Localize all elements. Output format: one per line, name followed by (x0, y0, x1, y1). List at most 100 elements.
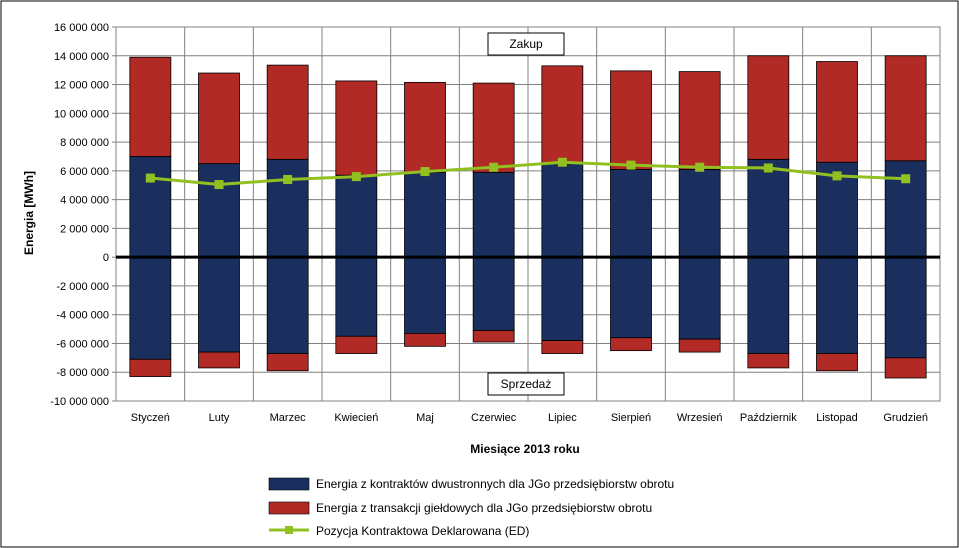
x-tick-label: Luty (209, 412, 230, 424)
legend-swatch-dwustronne (268, 477, 310, 491)
y-tick-label: -2 000 000 (56, 281, 109, 293)
x-tick-label: Marzec (270, 412, 307, 424)
x-tick-label: Czerwiec (471, 412, 517, 424)
bar-gieldowe-sprzedaz (335, 335, 378, 354)
bar-gieldowe-zakup (541, 65, 584, 165)
x-axis-title: Miesiące 2013 roku (470, 442, 579, 456)
bar-dwustronne-zakup (610, 169, 652, 258)
bar-gieldowe-zakup (129, 56, 172, 157)
legend-label-dwustronne: Energia z kontraktów dwustronnych dla JG… (316, 477, 674, 491)
bar-gieldowe-zakup (610, 70, 652, 170)
bar-dwustronne-zakup (678, 169, 721, 258)
ed-line-point (901, 174, 911, 184)
bar-dwustronne-zakup (266, 158, 309, 258)
y-tick-label: 14 000 000 (54, 51, 109, 63)
bar-gieldowe-sprzedaz (198, 351, 240, 369)
bar-gieldowe-sprzedaz (816, 353, 858, 372)
bar-dwustronne-sprzedaz (129, 256, 172, 360)
legend-marker-ed (285, 526, 293, 534)
ed-line-point (145, 173, 155, 183)
bar-dwustronne-sprzedaz (266, 256, 309, 354)
y-tick-label: -6 000 000 (56, 338, 109, 350)
bar-dwustronne-sprzedaz (335, 256, 378, 337)
ed-line (145, 157, 911, 190)
y-tick-label: -8 000 000 (56, 367, 109, 379)
bar-gieldowe-sprzedaz (747, 353, 790, 369)
ed-line-point (214, 180, 224, 190)
bar-dwustronne-sprzedaz (472, 256, 515, 331)
annotation-sprzedaz-box (487, 372, 565, 396)
bar-gieldowe-sprzedaz (472, 330, 515, 343)
bar-gieldowe-sprzedaz (541, 340, 584, 354)
bar-dwustronne-sprzedaz (884, 256, 927, 359)
legend-label-ed: Pozycja Kontraktowa Deklarowana (ED) (316, 524, 529, 538)
x-tick-label: Styczeń (131, 412, 170, 424)
ed-line-point (489, 162, 499, 172)
bar-gieldowe-zakup (747, 55, 790, 160)
x-tick-label: Kwiecień (334, 412, 378, 424)
y-tick-label: 16 000 000 (54, 22, 109, 34)
y-tick-label: 4 000 000 (60, 195, 109, 207)
ed-line-point (351, 172, 361, 182)
bar-gieldowe-sprzedaz (266, 353, 309, 372)
ed-line-point (763, 163, 773, 173)
bar-gieldowe-zakup (335, 80, 378, 176)
bar-dwustronne-sprzedaz (610, 256, 652, 339)
ed-line-point (626, 160, 636, 170)
ed-line-point (283, 174, 293, 184)
x-tick-label: Październik (740, 412, 797, 424)
y-axis-ticks: -10 000 000 -8 000 000 -6 000 000 -4 000 00… (50, 22, 116, 408)
bar-dwustronne-zakup (404, 171, 446, 258)
bar-dwustronne-sprzedaz (747, 256, 790, 354)
bar-gieldowe-zakup (404, 81, 446, 173)
ed-line-point (557, 157, 567, 167)
bar-gieldowe-zakup (678, 71, 721, 170)
bar-gieldowe-zakup (472, 82, 515, 173)
annotation-sprzedaz: Sprzedaż (487, 372, 565, 396)
bar-dwustronne-zakup (335, 174, 378, 258)
annotation-zakup-label: Zakup (509, 37, 543, 51)
x-tick-label: Grudzień (883, 412, 928, 424)
y-tick-label: -4 000 000 (56, 310, 109, 322)
x-tick-label: Listopad (816, 412, 858, 424)
bars (116, 55, 940, 379)
annotation-zakup: Zakup (487, 32, 565, 56)
annotation-zakup-box (487, 32, 565, 56)
x-axis-ticks: Styczeń Luty Marzec Kwiecień Maj Czerwiec Lipi… (131, 412, 928, 424)
bar-dwustronne-zakup (129, 156, 172, 258)
bar-gieldowe-zakup (198, 72, 240, 165)
ed-line-point (832, 171, 842, 181)
bar-gieldowe-sprzedaz (678, 338, 721, 353)
y-tick-label: 0 (103, 252, 109, 264)
bar-gieldowe-zakup (266, 64, 309, 160)
ed-line-point (695, 162, 705, 172)
y-tick-label: -10 000 000 (50, 396, 109, 408)
bar-dwustronne-sprzedaz (678, 256, 721, 340)
y-tick-label: 6 000 000 (60, 166, 109, 178)
bar-dwustronne-zakup (541, 163, 584, 258)
x-tick-label: Lipiec (548, 412, 577, 424)
legend: Energia z kontraktów dwustronnych dla JG… (268, 477, 674, 538)
ed-line-point (420, 167, 430, 177)
bar-gieldowe-zakup (884, 55, 927, 162)
bar-dwustronne-sprzedaz (816, 256, 858, 354)
bar-dwustronne-zakup (198, 163, 240, 258)
bar-gieldowe-sprzedaz (404, 332, 446, 347)
bar-dwustronne-zakup (472, 171, 515, 258)
bar-dwustronne-sprzedaz (198, 256, 240, 353)
legend-label-gieldowe: Energia z transakcji giełdowych dla JGo … (316, 501, 652, 515)
legend-swatch-gieldowe (268, 501, 310, 515)
ed-line-path (150, 160, 906, 187)
bar-gieldowe-sprzedaz (129, 358, 172, 377)
bar-gieldowe-zakup (816, 61, 858, 163)
annotation-sprzedaz-label: Sprzedaż (501, 377, 552, 391)
y-tick-label: 10 000 000 (54, 108, 109, 120)
bar-gieldowe-sprzedaz (884, 357, 927, 379)
y-tick-label: 2 000 000 (60, 223, 109, 235)
bar-dwustronne-sprzedaz (404, 256, 446, 334)
plot-area (115, 26, 941, 402)
y-axis-title: Energia [MWh] (22, 171, 36, 255)
y-tick-label: 8 000 000 (60, 137, 109, 149)
